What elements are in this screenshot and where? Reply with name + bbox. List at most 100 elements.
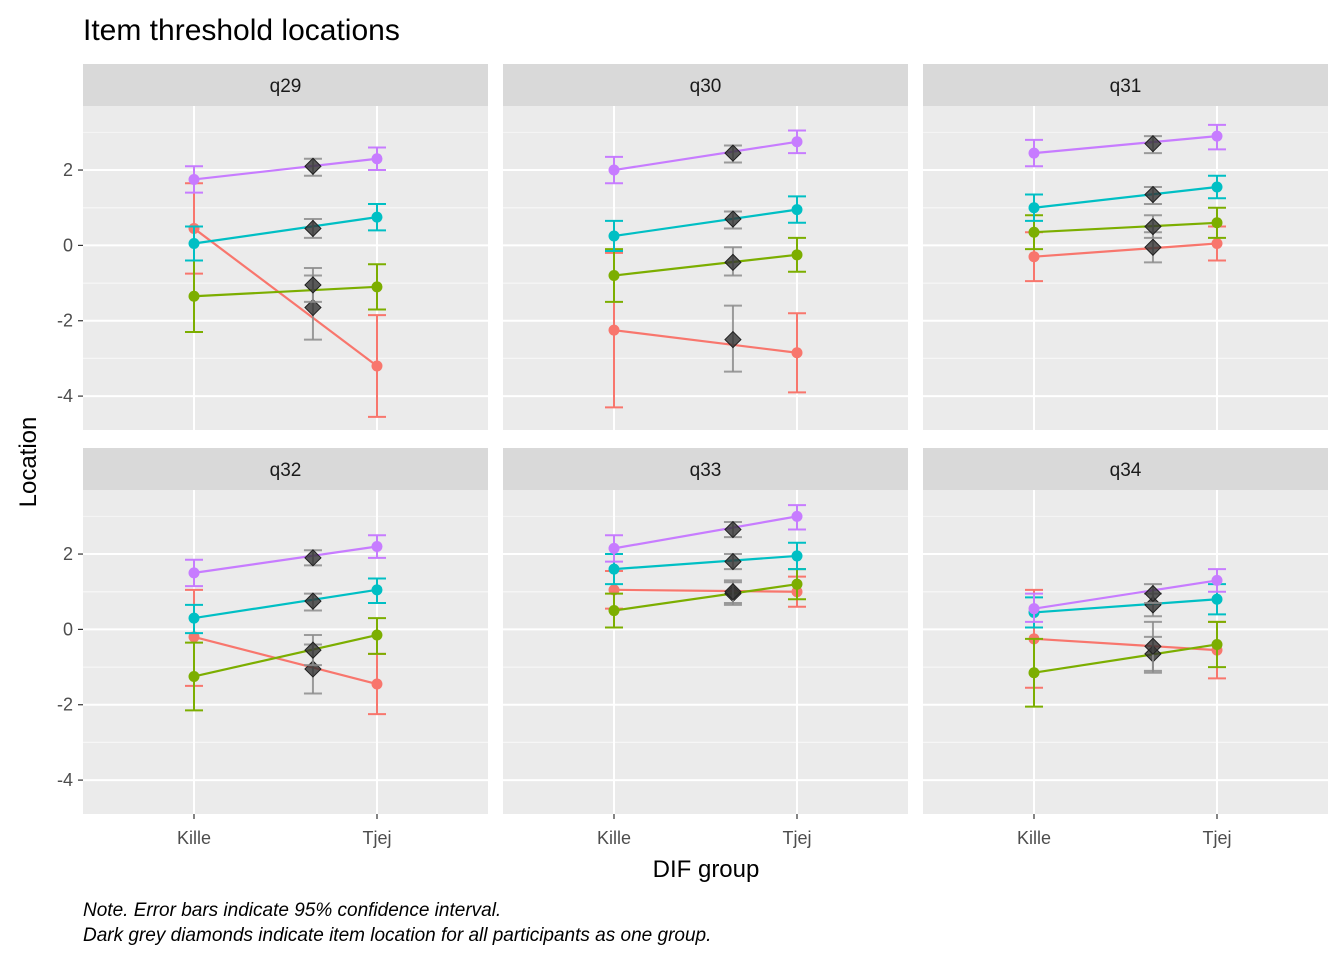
facet-panels: q29 -4 -2 0 2 q30 q31 q32 -4 -2 0 2 Kille Tjej q33 Kill… <box>57 64 1328 848</box>
series-line <box>193 635 378 686</box>
data-point <box>608 584 620 596</box>
overall-diamond <box>724 552 742 571</box>
y-tick-label: -4 <box>57 386 73 406</box>
overall-diamond <box>724 583 742 601</box>
overall-diamond <box>724 330 742 349</box>
series-line <box>613 208 798 238</box>
facet-q34: q34 Kille Tjej <box>923 448 1328 848</box>
data-point <box>608 164 620 176</box>
data-point <box>791 578 803 590</box>
data-point <box>791 510 803 522</box>
data-point <box>371 678 383 690</box>
series-line <box>613 588 798 593</box>
x-tick-label: Tjej <box>1202 828 1231 848</box>
note-line-1: Note. Error bars indicate 95% confidence… <box>83 900 501 921</box>
data-point <box>371 211 383 223</box>
y-tick-label: -4 <box>57 770 73 790</box>
overall-diamond <box>304 276 322 294</box>
y-tick-label: -2 <box>57 311 73 331</box>
facet-q33: q33 Kille Tjej <box>503 448 908 848</box>
series-line <box>613 515 798 550</box>
chart-title: Item threshold locations <box>83 14 400 47</box>
series-line <box>1033 242 1218 258</box>
data-point <box>371 584 383 596</box>
y-axis-title: Location <box>15 417 42 508</box>
facet-q30: q30 <box>503 64 908 430</box>
data-point <box>1211 638 1223 650</box>
data-point <box>1028 251 1040 263</box>
data-point <box>1211 217 1223 229</box>
plot-background <box>503 106 908 430</box>
facet-strip <box>503 448 908 490</box>
data-point <box>188 290 200 302</box>
data-point <box>791 136 803 148</box>
series-line <box>193 227 378 367</box>
facet-q29: q29 -4 -2 0 2 <box>57 64 488 430</box>
series-line <box>613 554 798 571</box>
series-line <box>613 140 798 172</box>
data-point <box>791 204 803 216</box>
facet-label: q32 <box>270 460 302 481</box>
data-point <box>371 541 383 553</box>
facet-label: q29 <box>270 76 302 97</box>
data-point <box>608 563 620 575</box>
plot-background <box>83 490 488 814</box>
data-point <box>791 249 803 261</box>
plot-background <box>923 490 1328 814</box>
overall-diamond <box>1144 217 1162 236</box>
series-line <box>1033 185 1218 209</box>
facet-strip <box>83 448 488 490</box>
facet-label: q30 <box>690 76 722 97</box>
series-line <box>193 285 378 298</box>
data-point <box>1211 574 1223 586</box>
series-line <box>1033 221 1218 234</box>
data-point <box>1028 667 1040 679</box>
overall-diamond <box>724 144 742 162</box>
plot-background <box>503 490 908 814</box>
y-tick-label: -2 <box>57 695 73 715</box>
series-line <box>613 329 798 354</box>
data-point <box>188 670 200 682</box>
data-point <box>371 153 383 165</box>
data-point <box>188 612 200 624</box>
overall-diamond <box>724 253 742 272</box>
y-tick-label: 0 <box>63 235 73 255</box>
data-point <box>1028 147 1040 159</box>
facet-q31: q31 <box>923 64 1328 430</box>
y-tick-label: 2 <box>63 160 73 180</box>
series-line <box>193 157 378 181</box>
y-tick-label: 0 <box>63 619 73 639</box>
note-line-2: Dark grey diamonds indicate item locatio… <box>83 925 711 946</box>
data-point <box>1211 593 1223 605</box>
data-point <box>371 629 383 641</box>
data-point <box>791 550 803 562</box>
data-point <box>188 238 200 250</box>
series-line <box>193 545 378 574</box>
x-axis-title: DIF group <box>653 856 760 883</box>
x-tick-label: Kille <box>177 828 211 848</box>
data-point <box>188 567 200 579</box>
x-tick-label: Kille <box>1017 828 1051 848</box>
overall-diamond <box>1144 584 1162 603</box>
overall-diamond <box>1144 185 1162 204</box>
data-point <box>791 347 803 359</box>
data-point <box>1211 238 1223 250</box>
series-line <box>613 583 798 612</box>
facet-strip <box>923 448 1328 490</box>
overall-diamond <box>724 520 742 539</box>
overall-diamond <box>304 157 322 175</box>
x-tick-label: Kille <box>597 828 631 848</box>
data-point <box>608 270 620 282</box>
facet-label: q33 <box>690 460 722 481</box>
data-point <box>1028 603 1040 615</box>
facet-strip <box>83 64 488 106</box>
series-line <box>1033 579 1218 610</box>
overall-diamond <box>1144 134 1162 153</box>
series-line <box>1033 598 1218 614</box>
series-line <box>193 633 378 678</box>
data-point <box>1211 130 1223 142</box>
data-point <box>608 324 620 336</box>
series-line <box>613 253 798 277</box>
overall-diamond <box>304 592 322 610</box>
